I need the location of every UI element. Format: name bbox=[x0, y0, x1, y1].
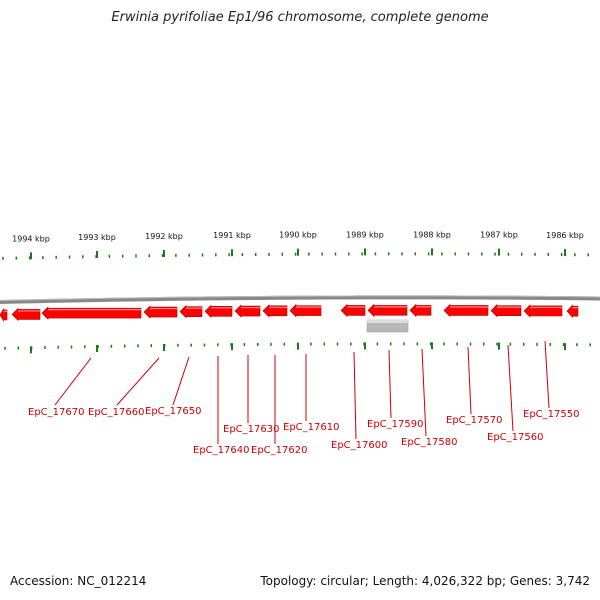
scale-kbp-label: 1993 kbp bbox=[78, 233, 116, 242]
scale-kbp-label: 1990 kbp bbox=[279, 231, 317, 240]
accession-text: Accession: NC_012214 bbox=[10, 574, 147, 588]
gene-arrow bbox=[566, 304, 579, 318]
gene-label: EpC_17560 bbox=[487, 432, 543, 443]
gene-leader-line bbox=[54, 357, 92, 406]
scale-kbp-label: 1991 kbp bbox=[213, 231, 251, 240]
gene-arrow bbox=[490, 303, 522, 318]
gene-arrow bbox=[11, 307, 41, 322]
gene-arrow bbox=[204, 304, 233, 319]
scale-kbp-label: 1989 kbp bbox=[346, 230, 384, 239]
genome-title: Erwinia pyrifoliae Ep1/96 chromosome, co… bbox=[111, 10, 489, 25]
scale-kbp-label: 1988 kbp bbox=[413, 230, 451, 239]
gene-arrow bbox=[179, 304, 203, 319]
gene-leader-line bbox=[172, 356, 190, 406]
gene-arrow bbox=[262, 304, 288, 318]
gene-arrow bbox=[289, 303, 322, 318]
gene-label: EpC_17550 bbox=[523, 409, 579, 420]
gene-label: EpC_17610 bbox=[283, 422, 339, 433]
gene-arrow bbox=[367, 303, 408, 318]
gene-arrow bbox=[409, 303, 432, 318]
gene-label: EpC_17590 bbox=[367, 419, 423, 430]
gene-leader-line bbox=[507, 344, 514, 432]
grey-feature-highlight bbox=[367, 320, 408, 323]
gene-label: EpC_17670 bbox=[28, 407, 84, 418]
gene-label: EpC_17620 bbox=[251, 445, 307, 456]
gene-arrow bbox=[443, 303, 489, 318]
gene-label: EpC_17640 bbox=[193, 445, 249, 456]
gene-label: EpC_17660 bbox=[88, 407, 144, 418]
gene-leader-line bbox=[353, 351, 357, 440]
genome-summary-text: Topology: circular; Length: 4,026,322 bp… bbox=[260, 574, 590, 588]
gene-arrow bbox=[143, 305, 178, 319]
gene-label: EpC_17580 bbox=[401, 437, 457, 448]
gene-leader-line bbox=[467, 346, 472, 415]
scale-kbp-label: 1992 kbp bbox=[145, 232, 183, 241]
gene-arrow bbox=[0, 307, 8, 323]
gene-leader-line bbox=[116, 357, 160, 406]
gene-leader-line bbox=[388, 349, 392, 419]
scale-kbp-label: 1994 kbp bbox=[12, 234, 50, 243]
gene-arrow bbox=[340, 303, 366, 318]
gene-leader-line bbox=[544, 340, 550, 409]
scale-kbp-label: 1987 kbp bbox=[480, 231, 518, 240]
gene-arrow bbox=[234, 304, 261, 318]
gene-label: EpC_17570 bbox=[446, 415, 502, 426]
chromosome-backbone bbox=[0, 295, 600, 304]
gene-arrow bbox=[41, 306, 142, 320]
gene-leader-line bbox=[421, 348, 427, 437]
chromosome-backbone-highlight bbox=[0, 295, 600, 301]
scale-kbp-label: 1986 kbp bbox=[546, 231, 584, 240]
gene-label: EpC_17630 bbox=[223, 424, 279, 435]
gene-label: EpC_17650 bbox=[145, 406, 201, 417]
gene-label: EpC_17600 bbox=[331, 440, 387, 451]
gene-arrow bbox=[523, 304, 563, 318]
